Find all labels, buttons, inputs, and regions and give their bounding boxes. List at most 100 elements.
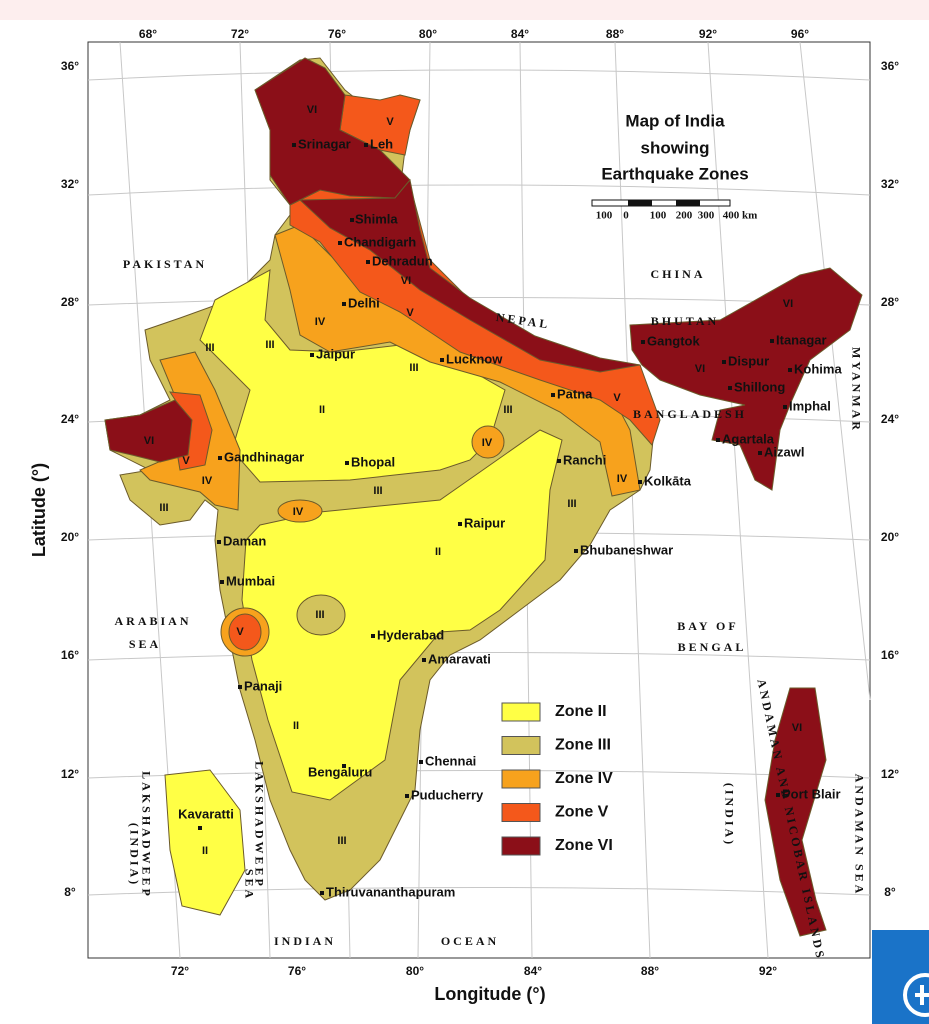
country-label: PAKISTAN bbox=[123, 257, 207, 271]
zone-ii-area bbox=[241, 429, 563, 801]
city-marker bbox=[220, 580, 224, 584]
legend-swatch bbox=[501, 769, 541, 789]
city-marker bbox=[758, 451, 762, 455]
zone-v-area bbox=[228, 613, 262, 651]
city-label: Raipur bbox=[464, 515, 505, 530]
zone-iii-area bbox=[296, 594, 346, 636]
zone-label: VI bbox=[307, 104, 317, 116]
city-label: Bhopal bbox=[351, 454, 395, 469]
zone-label: III bbox=[205, 342, 214, 354]
zone-vi-area bbox=[104, 399, 193, 463]
zone-label: V bbox=[236, 626, 244, 638]
city-label: Aizawl bbox=[764, 444, 804, 459]
country-label: BANGLADESH bbox=[633, 407, 747, 421]
zone-label: V bbox=[406, 307, 414, 319]
legend-label: Zone II bbox=[555, 703, 607, 720]
country-label: MYANMAR bbox=[849, 347, 863, 433]
left-tick-label: 28° bbox=[61, 295, 79, 309]
zone-vi-area bbox=[298, 178, 641, 373]
zone-label: II bbox=[293, 720, 299, 732]
city-marker bbox=[217, 540, 221, 544]
city-marker bbox=[638, 480, 642, 484]
zone-label: III bbox=[503, 404, 512, 416]
scale-bar bbox=[591, 199, 731, 207]
city-marker bbox=[345, 461, 349, 465]
city-label: Srinagar bbox=[298, 136, 351, 151]
city-label: Chandigarh bbox=[344, 234, 416, 249]
zoom-widget[interactable] bbox=[872, 930, 929, 1024]
left-tick-label: 32° bbox=[61, 177, 79, 191]
zone-label: VI bbox=[695, 363, 705, 375]
city-marker bbox=[557, 459, 561, 463]
y-axis-label: Latitude (°) bbox=[29, 463, 49, 557]
bottom-tick-label: 88° bbox=[641, 964, 659, 978]
zone-label: III bbox=[373, 485, 382, 497]
x-axis-label: Longitude (°) bbox=[434, 984, 545, 1004]
city-marker bbox=[728, 386, 732, 390]
water-label: (INDIA) bbox=[127, 823, 141, 887]
map-title: Map of India bbox=[625, 111, 725, 130]
legend-swatch bbox=[501, 702, 541, 722]
city-label: Dehradun bbox=[372, 253, 433, 268]
city-marker bbox=[310, 353, 314, 357]
water-label: BAY OF bbox=[677, 619, 738, 633]
city-marker bbox=[350, 218, 354, 222]
city-marker bbox=[641, 340, 645, 344]
water-label: ARABIAN bbox=[114, 614, 191, 628]
city-label: Amaravati bbox=[428, 651, 491, 666]
top-tick-label: 68° bbox=[139, 27, 157, 41]
zone-label: III bbox=[337, 835, 346, 847]
left-tick-label: 36° bbox=[61, 59, 79, 73]
right-tick-label: 36° bbox=[881, 59, 899, 73]
water-label: INDIAN bbox=[274, 934, 336, 948]
country-label: BHUTAN bbox=[651, 314, 719, 328]
water-label: BENGAL bbox=[678, 640, 747, 654]
city-label: Kohima bbox=[794, 361, 842, 376]
city-marker bbox=[320, 891, 324, 895]
scale-bar-outline bbox=[591, 199, 731, 207]
left-tick-label: 20° bbox=[61, 530, 79, 544]
legend-label: Zone III bbox=[555, 737, 611, 754]
zoom-icon bbox=[903, 973, 929, 1017]
city-label: Daman bbox=[223, 533, 266, 548]
zone-label: III bbox=[265, 339, 274, 351]
city-marker bbox=[342, 764, 346, 768]
right-tick-label: 32° bbox=[881, 177, 899, 191]
city-label: Ranchi bbox=[563, 452, 606, 467]
city-marker bbox=[238, 685, 242, 689]
legend-swatch bbox=[501, 836, 541, 856]
city-marker bbox=[783, 405, 787, 409]
right-tick-label: 20° bbox=[881, 530, 899, 544]
city-marker bbox=[776, 793, 780, 797]
city-marker bbox=[551, 393, 555, 397]
city-label: Gandhinagar bbox=[224, 449, 304, 464]
bottom-tick-label: 84° bbox=[524, 964, 542, 978]
zone-label: IV bbox=[315, 316, 326, 328]
legend-label: Zone V bbox=[555, 804, 609, 821]
zone-label: II bbox=[202, 845, 208, 857]
left-tick-label: 8° bbox=[64, 885, 76, 899]
zone-label: VI bbox=[792, 722, 802, 734]
right-tick-label: 16° bbox=[881, 648, 899, 662]
bottom-tick-label: 80° bbox=[406, 964, 424, 978]
zone-label: V bbox=[613, 392, 621, 404]
city-marker bbox=[338, 241, 342, 245]
city-marker bbox=[722, 360, 726, 364]
city-label: Puducherry bbox=[411, 787, 484, 802]
top-tick-label: 92° bbox=[699, 27, 717, 41]
city-label: Agartala bbox=[722, 431, 775, 446]
water-label: LAKSHADWEEP bbox=[139, 771, 153, 899]
water-label: LAKSHADWEEP bbox=[252, 761, 266, 889]
top-tick-label: 76° bbox=[328, 27, 346, 41]
water-label: OCEAN bbox=[441, 934, 499, 948]
scale-label: 300 bbox=[698, 210, 715, 222]
top-banner bbox=[0, 0, 929, 20]
country-label: CHINA bbox=[650, 267, 705, 281]
city-marker bbox=[366, 260, 370, 264]
legend-label: Zone VI bbox=[555, 837, 613, 854]
city-label: Shimla bbox=[355, 211, 398, 226]
map-title: Earthquake Zones bbox=[601, 164, 748, 183]
city-marker bbox=[422, 658, 426, 662]
zone-label: III bbox=[159, 502, 168, 514]
